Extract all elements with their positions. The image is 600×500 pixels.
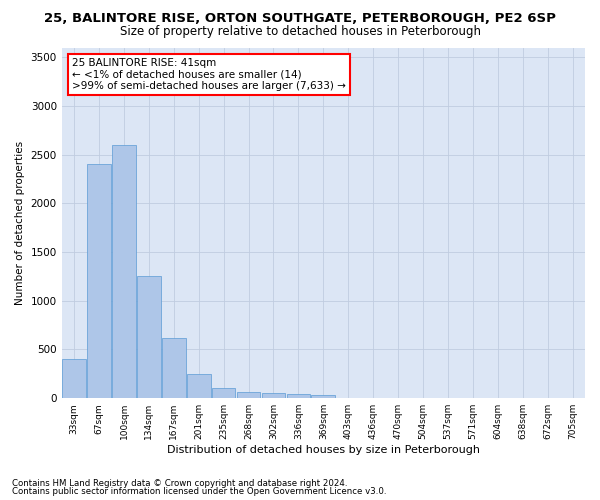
Bar <box>137 276 161 398</box>
X-axis label: Distribution of detached houses by size in Peterborough: Distribution of detached houses by size … <box>167 445 480 455</box>
Text: 25 BALINTORE RISE: 41sqm
← <1% of detached houses are smaller (14)
>99% of semi-: 25 BALINTORE RISE: 41sqm ← <1% of detach… <box>72 58 346 91</box>
Text: Contains public sector information licensed under the Open Government Licence v3: Contains public sector information licen… <box>12 487 386 496</box>
Bar <box>187 374 211 398</box>
Bar <box>212 388 235 398</box>
Bar <box>237 392 260 398</box>
Text: 25, BALINTORE RISE, ORTON SOUTHGATE, PETERBOROUGH, PE2 6SP: 25, BALINTORE RISE, ORTON SOUTHGATE, PET… <box>44 12 556 26</box>
Text: Size of property relative to detached houses in Peterborough: Size of property relative to detached ho… <box>119 25 481 38</box>
Bar <box>262 393 286 398</box>
Bar <box>287 394 310 398</box>
Bar <box>311 395 335 398</box>
Bar <box>162 338 185 398</box>
Text: Contains HM Land Registry data © Crown copyright and database right 2024.: Contains HM Land Registry data © Crown c… <box>12 478 347 488</box>
Bar <box>62 359 86 398</box>
Bar <box>112 145 136 398</box>
Bar <box>87 164 111 398</box>
Y-axis label: Number of detached properties: Number of detached properties <box>15 141 25 305</box>
